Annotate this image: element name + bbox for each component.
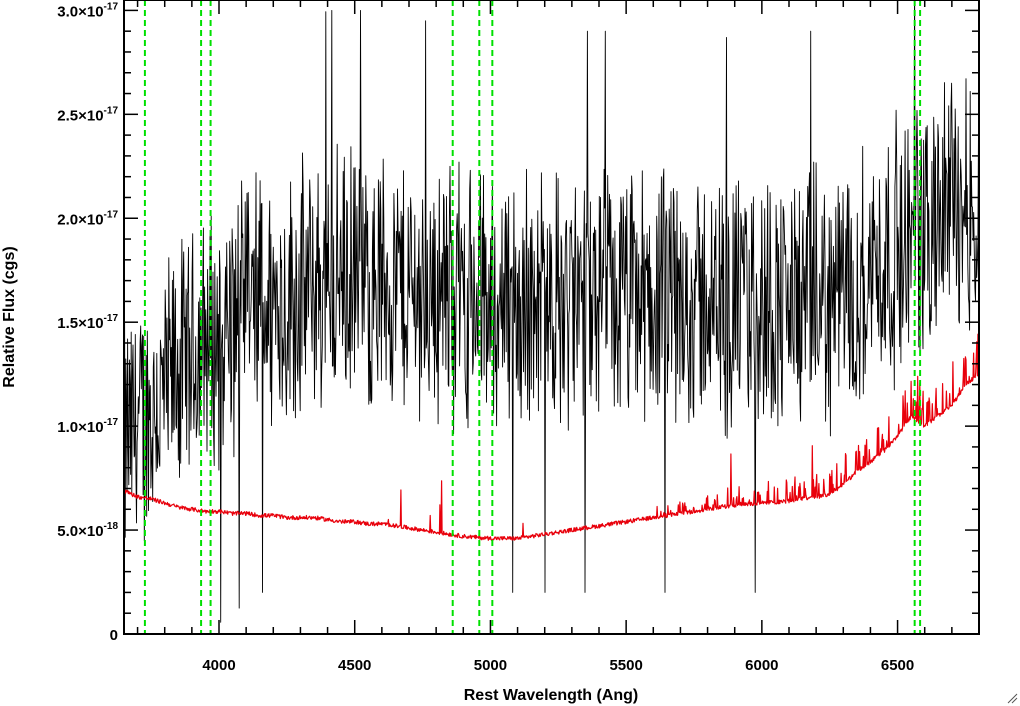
x-tick-label: 4000 xyxy=(202,657,235,674)
y-tick-label: 5.0×10-18 xyxy=(57,521,118,540)
series-layer xyxy=(124,0,979,623)
y-tick-label: 2.0×10-17 xyxy=(57,209,118,228)
x-tick-label: 4500 xyxy=(338,657,371,674)
y-axis-ticks: 0 5.0×10-18 1.0×10-17 1.5×10-17 2.0×10-17 2.5… xyxy=(57,1,979,644)
y-tick-label: 3.0×10-17 xyxy=(57,1,118,20)
y-tick-label: 2.5×10-17 xyxy=(57,105,118,124)
resize-grip-icon[interactable] xyxy=(1006,692,1018,704)
reference-lines-layer xyxy=(143,0,922,634)
x-tick-label: 5500 xyxy=(609,657,642,674)
x-axis-title: Rest Wavelength (Ang) xyxy=(464,687,639,704)
plot-clip-area xyxy=(124,0,979,634)
x-tick-label: 6500 xyxy=(881,657,914,674)
x-tick-label: 6000 xyxy=(745,657,778,674)
axes-frame xyxy=(123,0,980,635)
y-tick-label: 0 xyxy=(110,627,118,644)
x-axis-ticks: 4000 4500 5000 5500 6000 6500 xyxy=(136,0,980,674)
plot-frame xyxy=(123,0,980,635)
y-axis-title: Relative Flux (cgs) xyxy=(1,246,18,387)
series-line-2 xyxy=(124,333,979,542)
y-tick-label: 1.5×10-17 xyxy=(57,313,118,332)
y-tick-label: 1.0×10-17 xyxy=(57,417,118,436)
x-tick-label: 5000 xyxy=(474,657,507,674)
series-line-1 xyxy=(124,0,979,623)
